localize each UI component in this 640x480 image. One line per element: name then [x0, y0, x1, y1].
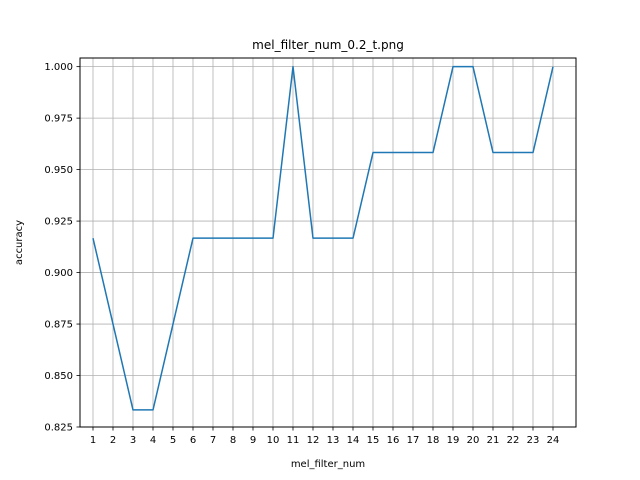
- y-tick-label: 0.925: [44, 217, 73, 228]
- x-tick-label: 8: [230, 435, 236, 446]
- x-tick-label: 4: [150, 435, 156, 446]
- x-tick-label: 13: [327, 435, 340, 446]
- y-tick-label: 0.950: [44, 165, 73, 176]
- x-tick-label: 7: [210, 435, 216, 446]
- x-tick-label: 3: [130, 435, 136, 446]
- y-tick-label: 0.875: [44, 320, 73, 331]
- y-ticks: 0.825 0.850 0.875 0.900 0.925 0.950 0.975 1.000: [44, 62, 80, 434]
- x-tick-label: 24: [547, 435, 560, 446]
- x-tick-label: 5: [170, 435, 176, 446]
- x-tick-label: 11: [287, 435, 300, 446]
- x-tick-label: 2: [110, 435, 116, 446]
- x-tick-label: 19: [447, 435, 460, 446]
- x-tick-label: 21: [487, 435, 500, 446]
- x-ticks: 1 2 3 4 5 6 7 8 9 10 11 12 13 14 15 16 17 18 19 20 21 22 23 24: [90, 427, 560, 446]
- y-tick-label: 0.825: [44, 423, 73, 434]
- x-tick-label: 16: [387, 435, 400, 446]
- y-axis-label: accuracy: [14, 220, 25, 265]
- chart-title: mel_filter_num_0.2_t.png: [252, 38, 404, 52]
- y-tick-label: 0.975: [44, 114, 73, 125]
- series-line: [92, 65, 554, 411]
- x-tick-label: 22: [507, 435, 520, 446]
- x-tick-label: 9: [250, 435, 256, 446]
- x-tick-label: 14: [347, 435, 360, 446]
- x-tick-label: 23: [527, 435, 540, 446]
- x-tick-label: 20: [467, 435, 480, 446]
- y-tick-label: 0.850: [44, 371, 73, 382]
- series-layer: [92, 65, 554, 411]
- x-tick-label: 1: [90, 435, 96, 446]
- x-axis-label: mel_filter_num: [291, 459, 365, 470]
- x-tick-label: 6: [190, 435, 196, 446]
- x-tick-label: 15: [367, 435, 380, 446]
- x-tick-label: 17: [407, 435, 420, 446]
- y-tick-label: 1.000: [44, 62, 73, 73]
- x-tick-label: 12: [307, 435, 320, 446]
- plot-frame: [79, 57, 577, 428]
- y-tick-label: 0.900: [44, 268, 73, 279]
- x-tick-label: 18: [427, 435, 440, 446]
- x-tick-label: 10: [267, 435, 280, 446]
